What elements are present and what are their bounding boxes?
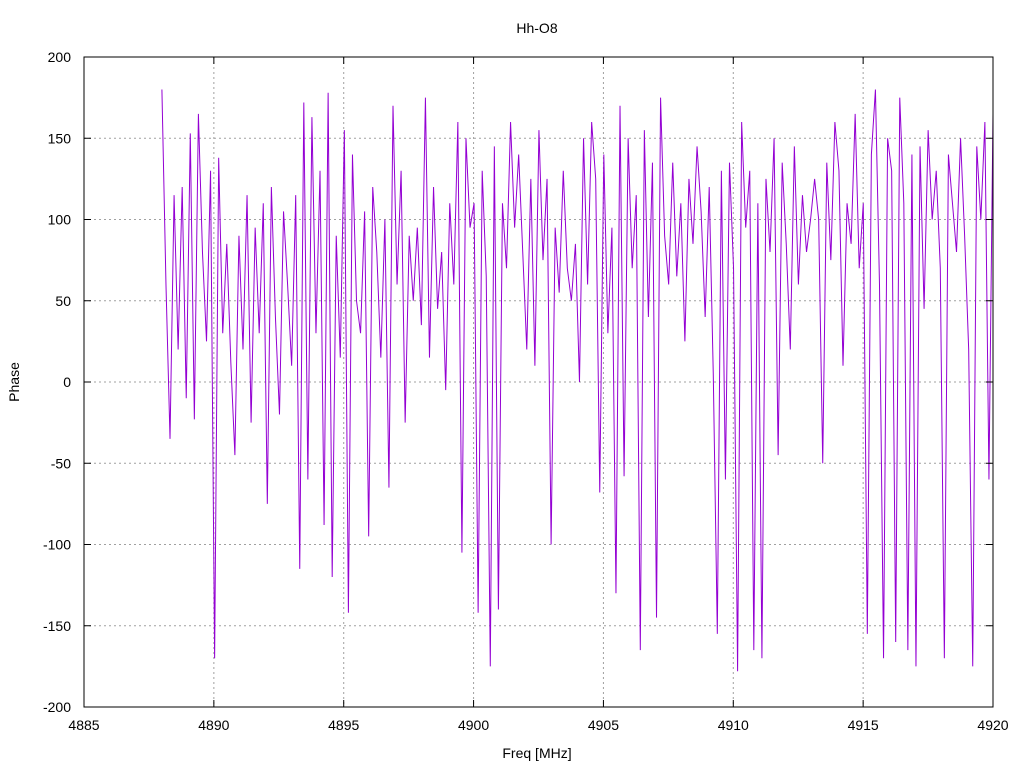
y-tick-label: 0 (63, 374, 71, 390)
y-tick-label: -50 (51, 455, 71, 471)
x-tick-label: 4895 (328, 717, 359, 733)
x-tick-label: 4890 (198, 717, 229, 733)
y-tick-label: 150 (48, 130, 72, 146)
y-tick-label: 100 (48, 212, 72, 228)
chart-title: Hh-O8 (516, 20, 557, 36)
y-tick-label: 200 (48, 49, 72, 65)
y-tick-label: 50 (55, 293, 71, 309)
x-tick-label: 4885 (68, 717, 99, 733)
x-tick-label: 4905 (588, 717, 619, 733)
x-tick-label: 4910 (718, 717, 749, 733)
x-tick-labels: 4885 4890 4895 4900 4905 4910 4915 4920 (68, 717, 1008, 733)
x-tick-label: 4920 (977, 717, 1008, 733)
y-tick-label: -200 (43, 699, 71, 715)
x-axis-label: Freq [MHz] (502, 745, 571, 761)
series-layer (161, 89, 994, 672)
y-tick-labels: -200 -150 -100 -50 0 50 100 150 200 (43, 49, 71, 715)
y-tick-label: -150 (43, 618, 71, 634)
axis-ticks (83, 56, 994, 708)
x-tick-label: 4900 (458, 717, 489, 733)
y-tick-label: -100 (43, 537, 71, 553)
grid-lines (84, 57, 993, 707)
x-tick-label: 4915 (848, 717, 879, 733)
phase-series-line (161, 89, 994, 672)
y-axis-label: Phase (6, 362, 22, 402)
